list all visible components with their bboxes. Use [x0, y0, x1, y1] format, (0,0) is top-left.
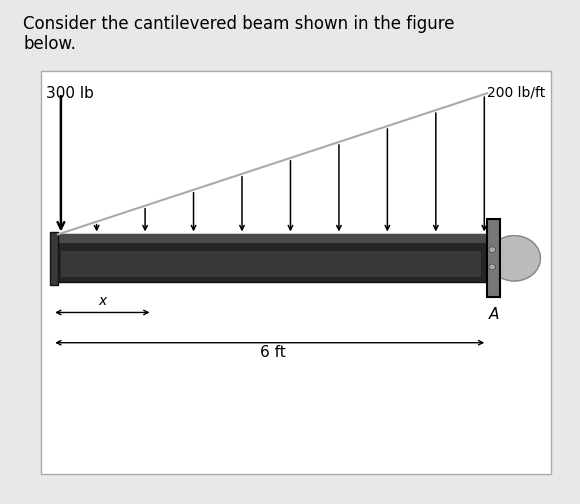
Text: 200 lb/ft: 200 lb/ft	[487, 86, 545, 100]
Text: below.: below.	[23, 35, 76, 53]
Bar	[487, 219, 500, 297]
Text: x: x	[98, 294, 107, 308]
Text: A: A	[488, 307, 499, 323]
Circle shape	[489, 264, 496, 270]
Bar	[58, 234, 487, 243]
Bar	[41, 71, 551, 474]
Text: 6 ft: 6 ft	[260, 345, 285, 360]
Bar	[50, 232, 58, 285]
Text: Consider the cantilevered beam shown in the figure: Consider the cantilevered beam shown in …	[23, 15, 455, 33]
Bar	[61, 251, 481, 277]
Text: 300 lb: 300 lb	[46, 86, 95, 101]
Circle shape	[488, 236, 541, 281]
Circle shape	[489, 246, 496, 253]
Bar	[58, 234, 487, 282]
